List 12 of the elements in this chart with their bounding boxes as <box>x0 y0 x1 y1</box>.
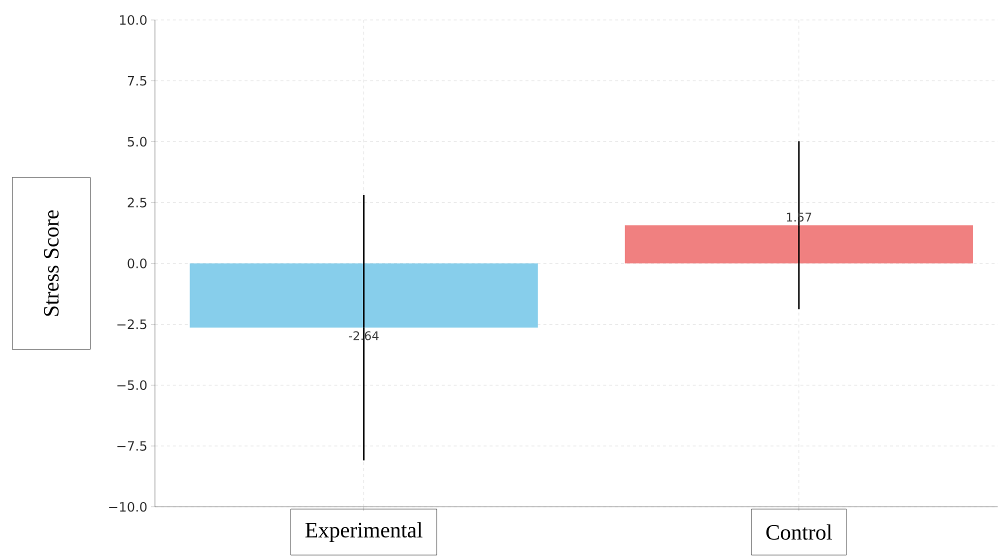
y-tick-label: 7.5 <box>128 76 146 86</box>
y-tick-label: 5.0 <box>128 136 147 147</box>
y-axis-title: Stress Score <box>44 210 59 316</box>
y-tick-label: −5.0 <box>117 380 147 390</box>
y-tick-label: 2.5 <box>128 198 146 208</box>
y-tick-label: −2.5 <box>117 319 146 330</box>
y-tick-label: −10.0 <box>109 502 147 512</box>
y-tick-label: −7.5 <box>117 441 146 451</box>
x-tick-label: Experimental <box>305 522 422 542</box>
x-tick-label: Control <box>766 524 832 540</box>
y-tick-label: 10.0 <box>120 15 147 25</box>
y-tick-label: 0.0 <box>128 258 147 268</box>
